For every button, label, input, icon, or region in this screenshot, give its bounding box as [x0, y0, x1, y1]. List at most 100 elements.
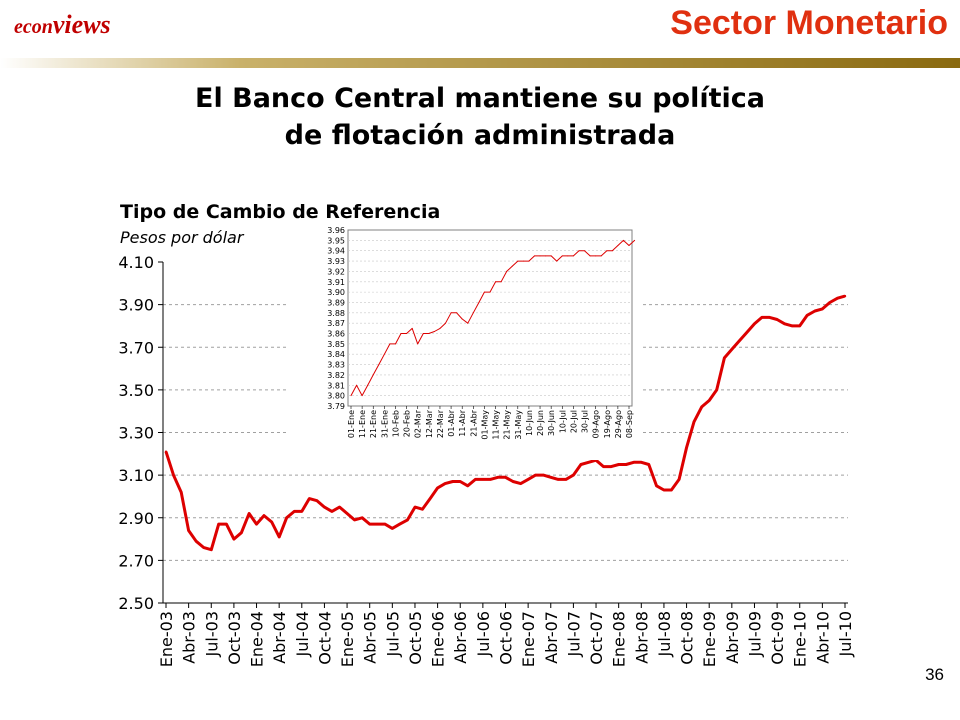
data-point	[217, 522, 220, 526]
inset-data-point	[511, 265, 513, 267]
inset-data-point	[467, 322, 469, 324]
x-tick-label: Abr-09	[723, 611, 742, 664]
data-point	[278, 535, 281, 539]
inset-x-tick-label: 11-May	[492, 410, 501, 440]
inset-x-tick-label: 01-Ene	[347, 410, 356, 438]
inset-y-tick-label: 3.91	[327, 278, 345, 287]
inset-x-tick-label: 31-May	[514, 410, 523, 440]
x-tick-label: Jul-06	[474, 611, 493, 657]
data-point	[760, 316, 764, 319]
inset-data-point	[517, 260, 519, 262]
inset-y-tick-label: 3.88	[327, 309, 345, 318]
x-tick-label: Oct-05	[406, 611, 425, 665]
inset-x-tick-label: 01-Abr	[447, 409, 456, 436]
data-point	[353, 518, 356, 522]
inset-y-tick-label: 3.86	[327, 330, 345, 339]
data-point	[466, 484, 469, 487]
data-point	[180, 491, 183, 494]
y-tick-label: 3.50	[118, 381, 154, 400]
inset-y-tick-label: 3.83	[327, 361, 345, 370]
x-tick-label: Ene-06	[429, 611, 448, 667]
data-point	[240, 531, 243, 534]
data-point	[617, 463, 620, 466]
data-point	[481, 478, 485, 481]
data-point	[225, 522, 228, 526]
data-point	[187, 529, 190, 532]
inset-x-tick-label: 10-Jun	[525, 410, 534, 436]
inset-data-point	[483, 291, 485, 293]
inset-data-point	[611, 250, 613, 252]
inset-data-point	[495, 281, 497, 283]
inset-x-tick-label: 22-Mar	[436, 409, 445, 438]
data-point	[383, 522, 387, 526]
econviews-logo: econviews	[14, 10, 111, 40]
inset-data-point	[550, 255, 552, 257]
inset-y-tick-label: 3.79	[327, 402, 345, 411]
inset-x-tick-label: 19-Ago	[603, 410, 612, 438]
inset-x-tick-label: 21-Abr	[469, 409, 478, 436]
inset-data-point	[428, 333, 430, 334]
inset-data-point	[561, 255, 563, 257]
inset-x-tick-label: 21-Ene	[369, 410, 378, 438]
data-point	[640, 461, 643, 464]
data-point	[323, 505, 326, 509]
section-title: Sector Monetario	[670, 4, 948, 42]
inset-x-tick-label: 08-Sep	[625, 410, 634, 438]
data-point	[194, 540, 198, 543]
data-point	[474, 478, 477, 481]
x-tick-label: Abr-05	[361, 611, 380, 664]
data-point	[647, 463, 650, 466]
inset-data-point	[439, 327, 441, 329]
x-tick-label: Jul-04	[293, 611, 312, 657]
data-point	[247, 512, 251, 515]
inset-y-tick-label: 3.92	[327, 267, 345, 276]
data-point	[398, 522, 401, 526]
inset-y-tick-label: 3.89	[327, 298, 345, 307]
x-tick-label: Abr-08	[632, 611, 651, 664]
inset-y-tick-label: 3.93	[327, 257, 345, 266]
data-point	[700, 405, 703, 409]
inset-y-tick-label: 3.95	[327, 236, 345, 245]
slide-title: El Banco Central mantiene su política de…	[0, 80, 960, 154]
inset-y-tick-label: 3.80	[327, 392, 345, 401]
inset-data-point	[395, 343, 396, 345]
data-point	[806, 314, 809, 317]
data-point	[730, 348, 733, 351]
data-point	[542, 473, 545, 477]
inset-y-tick-label: 3.85	[327, 340, 345, 349]
data-point	[361, 516, 364, 519]
inset-data-point	[400, 333, 402, 334]
inset-x-tick-label: 29-Ago	[614, 410, 623, 438]
data-point	[813, 309, 817, 313]
data-point	[255, 522, 258, 526]
x-tick-label: Ene-09	[700, 611, 719, 667]
data-point	[828, 301, 831, 304]
inset-data-point	[383, 353, 385, 355]
data-point	[534, 473, 537, 477]
slide-title-line-2: de flotación administrada	[284, 120, 676, 151]
data-point	[692, 420, 696, 423]
y-tick-label: 4.10	[118, 253, 154, 272]
data-point	[285, 516, 288, 519]
data-point	[549, 476, 552, 479]
data-point	[708, 399, 711, 402]
x-tick-label: Abr-04	[270, 611, 289, 664]
inset-x-tick-label: 21-May	[503, 410, 512, 440]
inset-x-tick-label: 30-Jun	[547, 410, 556, 436]
data-point	[443, 482, 447, 485]
inset-x-tick-label: 20-Feb	[403, 410, 412, 437]
data-point	[262, 514, 266, 517]
inset-data-point	[350, 395, 352, 397]
x-tick-label: Ene-04	[248, 611, 267, 667]
inset-data-point	[372, 374, 374, 376]
inset-data-point	[406, 333, 408, 334]
data-point	[293, 510, 296, 513]
data-point	[791, 324, 794, 328]
inset-chart: 3.963.95 3.943.933.92 3.913.903.89 3.883.87…	[288, 222, 640, 460]
data-point	[164, 450, 168, 453]
data-point	[519, 482, 522, 485]
data-point	[557, 478, 560, 481]
data-point	[406, 518, 409, 522]
data-point	[428, 497, 432, 500]
